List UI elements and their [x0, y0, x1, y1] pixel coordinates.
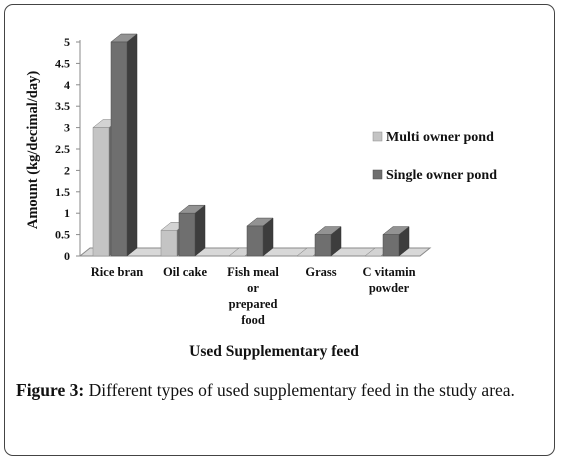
- legend: Multi owner pond Single owner pond: [372, 130, 497, 183]
- figure-caption: Figure 3: Different types of used supple…: [16, 378, 544, 403]
- x-tick-label: C vitamin powder: [362, 265, 415, 295]
- bar-layer: [92, 33, 410, 257]
- x-tick-label: Rice bran: [91, 265, 143, 279]
- bar-side: [194, 204, 206, 257]
- y-tick-label: 2: [64, 163, 70, 177]
- y-tick-label: 2.5: [55, 142, 70, 156]
- bar: [178, 204, 206, 257]
- x-tick-label-line: food: [241, 313, 265, 327]
- legend-label: Multi owner pond: [386, 130, 494, 145]
- bar-front: [92, 127, 110, 257]
- y-tick-label: 4.5: [55, 56, 70, 70]
- bar: [246, 217, 274, 257]
- legend-swatch: [372, 131, 383, 142]
- y-tick-label: 3.5: [55, 99, 70, 113]
- legend-swatch: [372, 169, 383, 180]
- y-tick-label: 4: [64, 78, 70, 92]
- y-tick-label: 3: [64, 121, 70, 135]
- x-tick-label-line: C vitamin: [362, 265, 415, 279]
- bar-front: [314, 234, 332, 257]
- bar-front: [110, 41, 128, 257]
- bar-front: [382, 234, 400, 257]
- y-axis-ticks: 0 0.5 1 1.5 2 2.5 3 3.5 4 4.5 5: [55, 35, 80, 263]
- bar-side: [126, 33, 138, 257]
- y-axis-label: Amount (kg/decimal/day): [25, 71, 41, 229]
- x-tick-label-line: Oil cake: [163, 265, 208, 279]
- y-tick-label: 1: [64, 206, 70, 220]
- x-tick-label: Fish meal or prepared food: [227, 265, 279, 327]
- bar: [382, 226, 410, 257]
- legend-label: Single owner pond: [386, 168, 497, 183]
- x-tick-label-line: Grass: [305, 265, 336, 279]
- x-tick-label: Grass: [305, 265, 336, 279]
- x-tick-label-line: Rice bran: [91, 265, 143, 279]
- y-tick-label: 1.5: [55, 185, 70, 199]
- y-tick-label: 0: [64, 249, 70, 263]
- bar: [110, 33, 138, 257]
- y-tick-label: 0.5: [55, 228, 70, 242]
- bar: [314, 226, 342, 257]
- x-tick-label-line: powder: [369, 281, 410, 295]
- x-tick-label-line: prepared: [229, 297, 278, 311]
- x-axis-label: Used Supplementary feed: [189, 343, 359, 360]
- x-tick-label-line: Fish meal: [227, 265, 279, 279]
- bar-front: [246, 225, 264, 257]
- figure-caption-text: Different types of used supplementary fe…: [88, 380, 515, 400]
- y-tick-label: 5: [64, 35, 70, 49]
- bar-front: [160, 230, 178, 257]
- x-tick-label-line: or: [247, 281, 259, 295]
- x-tick-label: Oil cake: [163, 265, 208, 279]
- figure-label: Figure 3:: [16, 380, 85, 400]
- bar-front: [178, 212, 196, 257]
- x-axis-ticks: Rice bran Oil cake Fish meal or prepared food…: [91, 265, 416, 327]
